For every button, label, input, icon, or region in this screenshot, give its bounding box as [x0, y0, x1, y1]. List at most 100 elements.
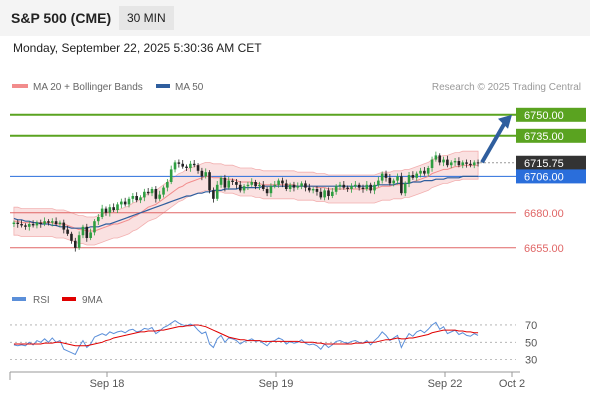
- forecast-arrowhead: [498, 114, 512, 129]
- candle: [104, 206, 108, 216]
- rsi-line: [13, 319, 479, 356]
- x-label-oct-2: Oct 2: [499, 378, 525, 390]
- candle: [265, 186, 269, 197]
- ma50-legend-label: MA 50: [175, 82, 204, 93]
- candle: [400, 172, 403, 196]
- level-tag-6735.00: [516, 128, 586, 143]
- candle: [472, 160, 476, 169]
- candle: [93, 219, 96, 236]
- candle: [250, 178, 254, 187]
- symbol-title: S&P 500 (CME): [11, 10, 112, 26]
- candle: [434, 151, 438, 162]
- candle: [70, 231, 73, 244]
- candle: [31, 220, 35, 228]
- candle: [24, 223, 27, 230]
- candle: [300, 181, 303, 190]
- header-bar: S&P 500 (CME) 30 MIN: [0, 0, 590, 36]
- candle: [411, 171, 415, 180]
- candle: [254, 179, 257, 190]
- candle: [338, 181, 342, 190]
- candle: [189, 160, 192, 172]
- candle: [354, 181, 357, 189]
- candle: [143, 188, 146, 202]
- candle: [331, 188, 334, 199]
- candle: [20, 220, 23, 228]
- candle: [120, 198, 123, 209]
- candle: [342, 181, 346, 190]
- candle: [315, 186, 319, 196]
- candle: [323, 188, 326, 201]
- candle: [135, 192, 138, 203]
- candle: [403, 181, 407, 197]
- candle: [62, 219, 66, 234]
- candle: [123, 197, 127, 207]
- timeframe-button[interactable]: 30 MIN: [119, 6, 174, 30]
- rsi-panel: 70 50 30: [10, 320, 537, 367]
- candle: [169, 165, 173, 185]
- candle: [97, 214, 100, 225]
- candle: [423, 167, 426, 176]
- candle: [246, 181, 250, 190]
- candle: [457, 157, 461, 168]
- candle: [476, 159, 480, 167]
- candle: [426, 165, 430, 177]
- level-label-6715.75: 6715.75: [524, 158, 564, 170]
- candle: [208, 170, 211, 194]
- candle: [223, 174, 227, 192]
- candle: [127, 196, 131, 208]
- candle: [146, 188, 150, 196]
- candle: [365, 181, 369, 192]
- candle: [373, 181, 376, 195]
- candle: [281, 177, 284, 188]
- x-axis: Sep 18 Sep 19 Sep 22 Oct 2: [9, 371, 525, 390]
- candle: [361, 184, 365, 193]
- candle: [292, 181, 296, 192]
- candle: [396, 173, 399, 185]
- x-label-sep-22: Sep 22: [428, 378, 463, 390]
- candle: [235, 179, 238, 189]
- candle: [89, 228, 92, 241]
- candle: [277, 178, 280, 188]
- candle: [307, 183, 311, 193]
- candle: [131, 193, 135, 203]
- candle: [388, 174, 392, 186]
- candle: [43, 217, 46, 227]
- candle: [66, 225, 69, 236]
- candle: [384, 170, 388, 182]
- rsi-ma9-line: [13, 324, 479, 347]
- bb-legend-label: MA 20 + Bollinger Bands: [33, 82, 143, 93]
- candle: [357, 182, 361, 191]
- candle: [12, 220, 16, 227]
- candle: [200, 167, 204, 181]
- candle: [85, 223, 89, 242]
- level-lines: [10, 113, 516, 249]
- rsi-tick-70: 70: [525, 320, 537, 332]
- rsi-legend-label: RSI: [33, 295, 50, 306]
- level-label-6750.00: 6750.00: [524, 110, 564, 122]
- candle: [319, 188, 323, 200]
- candle: [465, 159, 468, 168]
- candle: [296, 182, 300, 190]
- candle: [327, 187, 330, 200]
- candle: [73, 237, 77, 252]
- candle: [81, 224, 85, 239]
- level-label-6680.00: 6680.00: [524, 208, 564, 220]
- candle: [273, 181, 277, 189]
- candle: [334, 184, 338, 195]
- candle: [100, 204, 104, 220]
- candle: [219, 175, 223, 188]
- candle: [231, 178, 234, 185]
- candle: [139, 195, 142, 204]
- candle: [430, 156, 434, 172]
- candle: [392, 178, 395, 187]
- bb-legend-swatch: [12, 84, 28, 88]
- candle: [192, 160, 196, 168]
- candle: [54, 217, 58, 227]
- ma50-legend-swatch: [156, 84, 170, 88]
- rsi-tick-50: 50: [525, 337, 537, 349]
- candle: [453, 158, 457, 167]
- candle: [242, 184, 246, 194]
